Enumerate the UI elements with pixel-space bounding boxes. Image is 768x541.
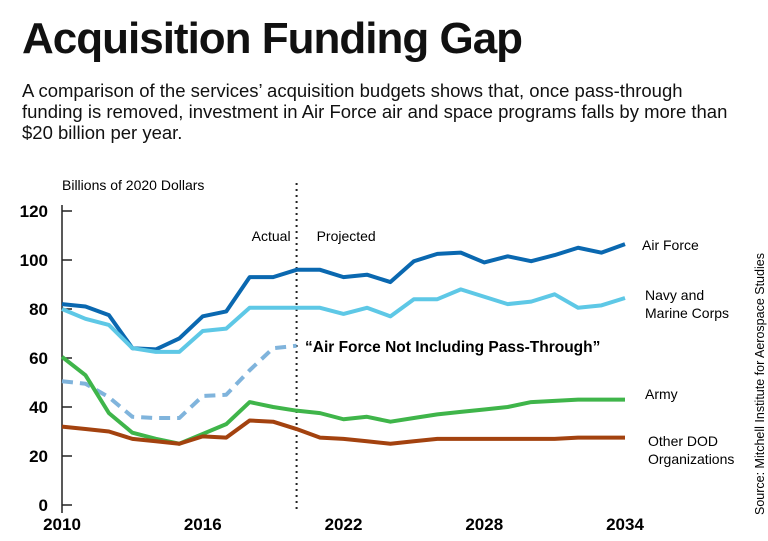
x-tick-label: 2010 [43, 515, 81, 534]
y-tick-label: 80 [29, 300, 48, 319]
series-line-4 [61, 418, 625, 446]
projected-label: Projected [317, 228, 376, 244]
y-tick-label: 100 [20, 251, 48, 270]
series-line-2 [61, 343, 297, 421]
x-tick-label: 2022 [325, 515, 363, 534]
y-tick-label: 0 [39, 496, 48, 515]
chart-title: Acquisition Funding Gap [22, 14, 523, 63]
source-note: Source: Mitchell Institute for Aerospace… [753, 253, 767, 515]
legend-label-1: Navy and Marine Corps [645, 287, 729, 321]
chart-subtitle: A comparison of the services’ acquisitio… [22, 80, 728, 143]
x-tick-label: 2034 [606, 515, 644, 534]
legend-label-0: Air Force [642, 237, 699, 253]
series-line-3 [60, 355, 625, 446]
y-tick-label: 120 [20, 202, 48, 221]
y-axis-label: Billions of 2020 Dollars [62, 177, 204, 193]
y-tick-label: 60 [29, 349, 48, 368]
x-tick-label: 2028 [465, 515, 503, 534]
legend-label-3: Army [645, 386, 678, 402]
series-line-0 [61, 242, 626, 352]
legend-label-2: “Air Force Not Including Pass-Through” [305, 339, 600, 356]
y-tick-label: 20 [29, 447, 48, 466]
series-line-1 [61, 287, 626, 354]
actual-label: Actual [252, 228, 291, 244]
legend-label-4: Other DOD Organizations [648, 433, 734, 467]
x-tick-label: 2016 [184, 515, 222, 534]
y-tick-label: 40 [29, 398, 48, 417]
